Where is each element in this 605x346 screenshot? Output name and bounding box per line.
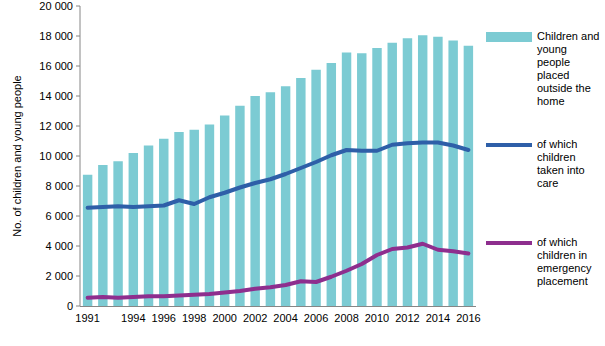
x-tick-label: 1991 — [75, 312, 99, 324]
y-tick-label: 8 000 — [45, 180, 73, 192]
y-tick-label: 4 000 — [45, 240, 73, 252]
bar — [235, 106, 244, 306]
y-tick-label: 0 — [67, 300, 73, 312]
bar — [220, 116, 229, 307]
y-tick-label: 6 000 — [45, 210, 73, 222]
chart-root: 0 2 000 4 000 6 000 8 000 10 000 12 000 14 000 1… — [0, 0, 605, 346]
x-tick-label: 2006 — [304, 312, 328, 324]
legend-label: Children and young people placed outside… — [537, 30, 603, 108]
x-tick-label: 2008 — [334, 312, 358, 324]
y-tick-label: 12 000 — [39, 120, 73, 132]
bar — [266, 92, 275, 306]
legend-swatch — [486, 143, 532, 147]
bar — [388, 43, 397, 306]
x-tick-label: 1996 — [152, 312, 176, 324]
legend-label: of which children taken into care — [537, 138, 603, 190]
y-tick — [76, 186, 80, 187]
bar — [372, 48, 381, 306]
y-tick-label: 20 000 — [39, 0, 73, 12]
bar — [190, 130, 199, 306]
bar — [296, 78, 305, 306]
bar — [418, 35, 427, 306]
bar — [129, 153, 138, 306]
plot-data — [83, 35, 473, 306]
x-tick-label: 2014 — [426, 312, 450, 324]
bar — [311, 70, 320, 306]
chart-svg: 0 2 000 4 000 6 000 8 000 10 000 12 000 14 000 1… — [0, 0, 605, 346]
bar — [83, 175, 92, 306]
x-tick-label: 2002 — [243, 312, 267, 324]
bar — [98, 165, 107, 306]
y-tick-label: 14 000 — [39, 90, 73, 102]
legend-swatch — [486, 241, 532, 245]
line — [88, 143, 469, 208]
bar — [403, 38, 412, 306]
bar — [113, 161, 122, 306]
bar — [433, 37, 442, 306]
y-tick — [76, 66, 80, 67]
bar — [144, 146, 153, 307]
y-tick — [76, 96, 80, 97]
y-tick — [76, 156, 80, 157]
line — [88, 244, 469, 298]
y-tick — [76, 36, 80, 37]
legend-swatch — [486, 32, 532, 42]
y-tick — [76, 6, 80, 7]
x-tick-label: 2012 — [395, 312, 419, 324]
x-tick-label: 1998 — [182, 312, 206, 324]
x-axis — [80, 306, 476, 307]
legend-label: of which children in emergency placement — [537, 236, 603, 288]
x-tick-label: 1994 — [121, 312, 145, 324]
x-tick-label: 2000 — [212, 312, 236, 324]
y-tick — [76, 246, 80, 247]
x-tick-label: 2004 — [273, 312, 297, 324]
x-tick-label: 2010 — [365, 312, 389, 324]
y-tick-label: 10 000 — [39, 150, 73, 162]
y-tick — [76, 126, 80, 127]
bar — [464, 46, 473, 306]
y-axis-title: No. of children and young people — [11, 75, 23, 236]
x-tick-label: 2016 — [456, 312, 480, 324]
bar — [357, 53, 366, 306]
y-tick-label: 16 000 — [39, 60, 73, 72]
y-tick — [76, 306, 80, 307]
bar — [327, 63, 336, 306]
y-tick-label: 2 000 — [45, 270, 73, 282]
bar — [250, 96, 259, 306]
y-tick-label: 18 000 — [39, 30, 73, 42]
bar — [448, 41, 457, 307]
y-tick — [76, 216, 80, 217]
y-tick — [76, 276, 80, 277]
bar — [281, 86, 290, 306]
bar — [205, 125, 214, 307]
bar — [159, 139, 168, 306]
bar — [174, 132, 183, 306]
